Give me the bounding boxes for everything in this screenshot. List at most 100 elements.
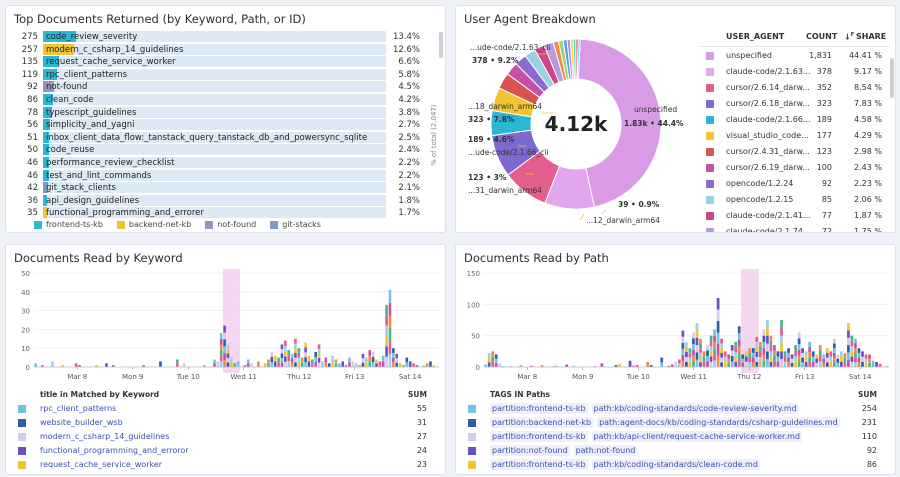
- bar-segment[interactable]: [290, 358, 294, 363]
- bar-segment[interactable]: [699, 357, 702, 363]
- scrollbar[interactable]: [439, 32, 443, 58]
- bar-segment[interactable]: [142, 365, 145, 367]
- bar-segment[interactable]: [762, 354, 766, 361]
- keyword-name[interactable]: functional_programming_and_erroror: [40, 446, 189, 455]
- bar-segment[interactable]: [219, 361, 223, 367]
- bar-segment[interactable]: [317, 362, 321, 367]
- bar-segment[interactable]: [628, 360, 632, 367]
- bar-segment[interactable]: [311, 359, 314, 364]
- bar-segment[interactable]: [709, 335, 713, 341]
- bar-segment[interactable]: [692, 361, 695, 367]
- bar-segment[interactable]: [787, 362, 790, 367]
- bar-segment[interactable]: [808, 356, 812, 362]
- user-agent-row[interactable]: claude-code/2.1.74... 72 1.75 %: [700, 224, 888, 232]
- bar-segment[interactable]: [565, 364, 569, 367]
- bar-segment[interactable]: [854, 348, 857, 353]
- bar-segment[interactable]: [685, 361, 688, 367]
- bar-segment[interactable]: [677, 359, 681, 364]
- bar-segment[interactable]: [773, 350, 776, 357]
- bar-segment[interactable]: [748, 348, 752, 353]
- partition-tag[interactable]: partition:frontend-ts-kb: [490, 459, 588, 470]
- bar-segment[interactable]: [843, 353, 847, 358]
- legend-item[interactable]: frontend-ts-kb: [34, 220, 103, 229]
- bar-segment[interactable]: [836, 354, 840, 359]
- bar-segment[interactable]: [334, 363, 338, 367]
- bar-segment[interactable]: [762, 348, 766, 355]
- bar-segment[interactable]: [287, 355, 290, 362]
- bar-segment[interactable]: [706, 356, 709, 362]
- bar-segment[interactable]: [751, 357, 755, 363]
- bar-segment[interactable]: [847, 345, 850, 353]
- bar-segment[interactable]: [425, 363, 429, 367]
- pie-slice[interactable]: [576, 38, 581, 80]
- bar-segment[interactable]: [854, 362, 857, 367]
- bar-segment[interactable]: [176, 363, 179, 367]
- partition-tag[interactable]: partition:frontend-ts-kb: [490, 431, 588, 442]
- bar-segment[interactable]: [797, 349, 801, 356]
- bar-segment[interactable]: [219, 333, 223, 339]
- col-title[interactable]: title in Matched by Keyword: [40, 390, 160, 399]
- bar-segment[interactable]: [681, 330, 685, 337]
- bar-segment[interactable]: [815, 358, 819, 363]
- bar-segment[interactable]: [818, 361, 822, 367]
- bar-segment[interactable]: [284, 361, 287, 367]
- bar-segment[interactable]: [297, 348, 301, 353]
- bar-segment[interactable]: [818, 345, 822, 351]
- bar-segment[interactable]: [385, 325, 388, 336]
- bar-segment[interactable]: [351, 361, 355, 367]
- user-agent-row[interactable]: cursor/2.6.14_darw... 352 8.54 %: [700, 80, 888, 96]
- bar-segment[interactable]: [368, 355, 371, 362]
- bar-segment[interactable]: [843, 362, 847, 367]
- bar-segment[interactable]: [797, 361, 801, 367]
- bar-segment[interactable]: [378, 361, 382, 367]
- col-sum[interactable]: SUM: [408, 390, 427, 399]
- bar-segment[interactable]: [737, 333, 741, 340]
- bar-segment[interactable]: [331, 361, 334, 367]
- bar-segment[interactable]: [287, 350, 290, 356]
- bar-segment[interactable]: [766, 351, 769, 360]
- bar-segment[interactable]: [246, 359, 250, 364]
- bar-segment[interactable]: [702, 356, 706, 362]
- bar-segment[interactable]: [230, 362, 233, 367]
- bar-segment[interactable]: [307, 355, 311, 362]
- bar-segment[interactable]: [280, 348, 284, 354]
- bar-segment[interactable]: [344, 365, 348, 367]
- bar-segment[interactable]: [294, 357, 297, 363]
- bar-segment[interactable]: [408, 361, 412, 367]
- bar-segment[interactable]: [825, 362, 829, 367]
- bar-segment[interactable]: [176, 359, 179, 364]
- bar-segment[interactable]: [385, 356, 388, 367]
- user-agent-row[interactable]: claude-code/2.1.63... 378 9.17 %: [700, 64, 888, 80]
- bar-segment[interactable]: [804, 361, 808, 367]
- bar-segment[interactable]: [294, 348, 297, 353]
- keyword-name[interactable]: modern_c_csharp_14_guidelines: [40, 432, 170, 441]
- bar-segment[interactable]: [875, 361, 878, 367]
- path-tag[interactable]: path:kb/coding-standards/clean-code.md: [591, 459, 760, 470]
- bar-segment[interactable]: [709, 340, 713, 347]
- bar-segment[interactable]: [494, 358, 498, 363]
- bar-segment[interactable]: [723, 361, 727, 367]
- bar-segment[interactable]: [280, 357, 284, 363]
- bar-segment[interactable]: [822, 362, 826, 367]
- bar-segment[interactable]: [429, 361, 432, 367]
- bar-segment[interactable]: [808, 361, 812, 367]
- bar-segment[interactable]: [494, 354, 498, 359]
- bar-segment[interactable]: [797, 332, 801, 339]
- bar-segment[interactable]: [758, 351, 762, 357]
- bar-segment[interactable]: [688, 362, 692, 367]
- bar-segment[interactable]: [632, 365, 635, 367]
- bar-segment[interactable]: [868, 362, 871, 367]
- bar-segment[interactable]: [314, 361, 317, 367]
- bar-segment[interactable]: [681, 342, 685, 349]
- bar-segment[interactable]: [857, 357, 861, 363]
- bar-segment[interactable]: [554, 365, 558, 367]
- bar-segment[interactable]: [861, 361, 864, 367]
- bar-segment[interactable]: [572, 365, 576, 367]
- bar-segment[interactable]: [769, 356, 773, 362]
- bar-segment[interactable]: [850, 340, 854, 347]
- bar-segment[interactable]: [695, 352, 699, 360]
- bar-segment[interactable]: [847, 323, 850, 331]
- bar-segment[interactable]: [304, 347, 307, 353]
- bar-segment[interactable]: [741, 362, 745, 367]
- bar-segment[interactable]: [716, 344, 720, 356]
